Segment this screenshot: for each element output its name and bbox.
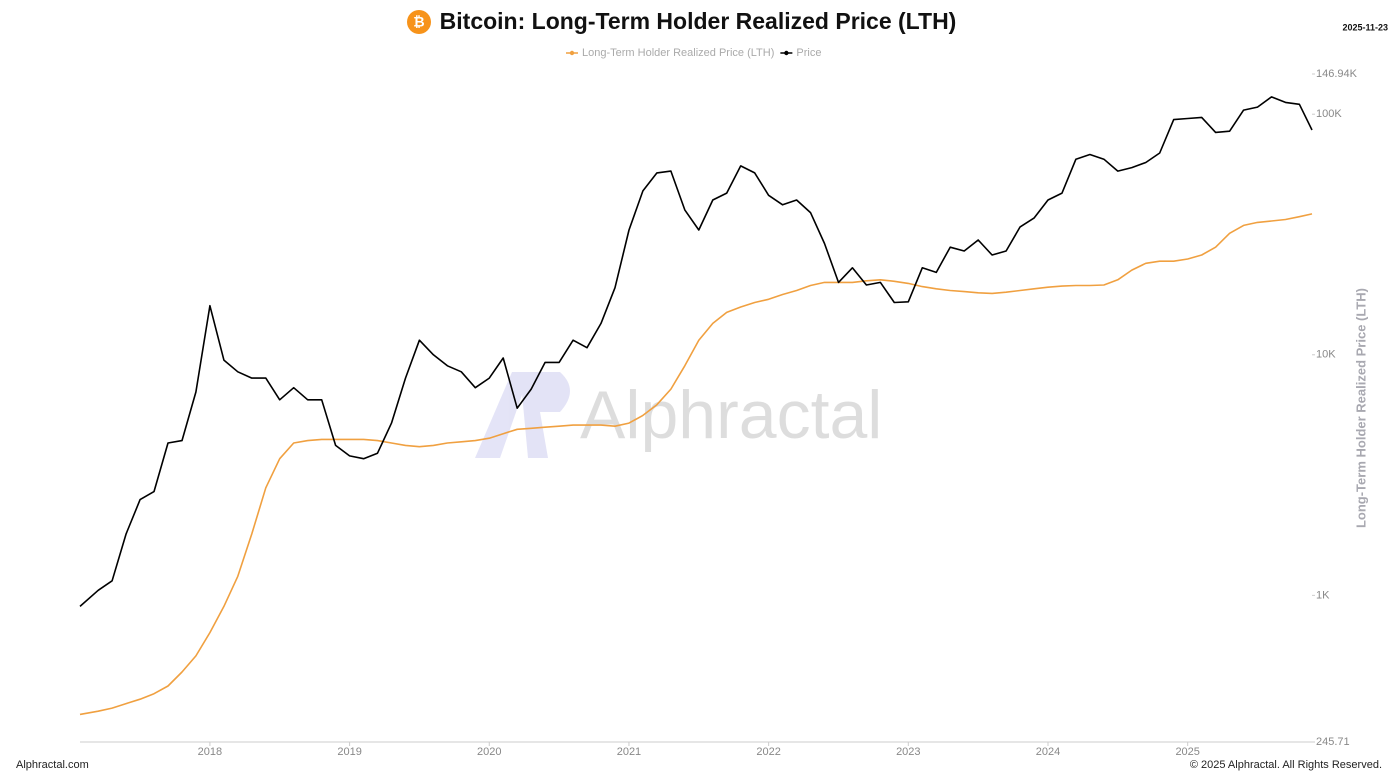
watermark: Alphractal: [580, 377, 882, 453]
bitcoin-icon: [407, 10, 431, 34]
chart-title: Bitcoin: Long-Term Holder Realized Price…: [440, 8, 957, 34]
y-tick-label: 146.94K: [1316, 68, 1358, 80]
footer-left: Alphractal.com: [16, 759, 89, 771]
line-series: [79, 96, 1313, 607]
y-tick-label: 245.71: [1316, 736, 1350, 748]
footer-right: © 2025 Alphractal. All Rights Reserved.: [1190, 759, 1382, 771]
y-tick-label: 10K: [1316, 349, 1336, 361]
x-tick-label: 2021: [617, 746, 641, 758]
x-tick-label: 2022: [756, 746, 780, 758]
legend-dot: [569, 50, 575, 56]
legend-dot: [784, 50, 789, 56]
y-tick-label: 1K: [1316, 589, 1330, 601]
y-tick-label: 100K: [1316, 108, 1342, 120]
watermark-logo: [475, 372, 570, 458]
line-series: [79, 213, 1313, 716]
date: 2025-11-23: [1342, 22, 1388, 32]
legend-label: Long-Term Holder Realized Price (LTH): [582, 47, 774, 59]
x-tick-label: 2019: [337, 746, 361, 758]
legend-label: Price: [796, 47, 821, 59]
x-tick-label: 2024: [1036, 746, 1060, 758]
x-tick-label: 2020: [477, 746, 501, 758]
y-axis-title: Long-Term Holder Realized Price (LTH): [1353, 288, 1368, 528]
legend: Long-Term Holder Realized Price (LTH) Pri…: [566, 47, 821, 59]
x-tick-label: 2018: [198, 746, 222, 758]
bitcoin-symbol: ₿: [413, 14, 424, 30]
x-tick-label: 2025: [1175, 746, 1199, 758]
x-tick-label: 2023: [896, 746, 920, 758]
